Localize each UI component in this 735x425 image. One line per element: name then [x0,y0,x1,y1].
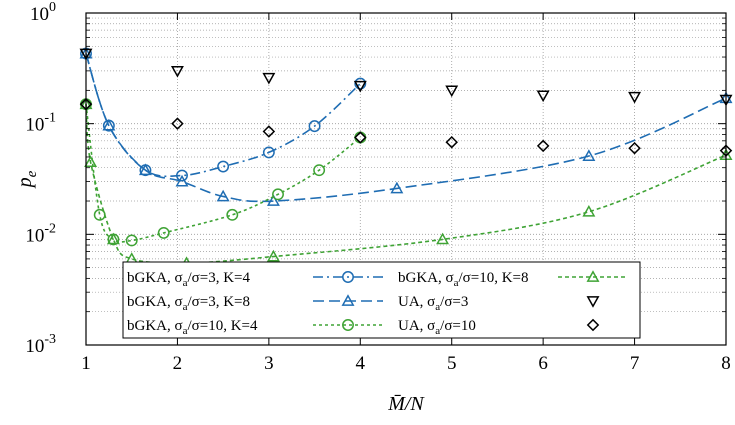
data-point [582,204,596,217]
legend-marker [586,296,600,308]
series-line-1 [85,53,361,178]
legend-box [122,261,641,339]
legend-label: bGKA, σa/σ=10, K=4 [127,318,258,337]
data-point [313,164,326,177]
x-tick-label: 2 [173,353,183,374]
legend-marker [586,318,600,332]
data-point [176,169,188,182]
y-tick-label: 10-3 [25,332,56,357]
data-point [106,232,120,245]
x-tick-label: 7 [630,353,640,374]
y-tick-label: 10-2 [25,221,56,246]
data-point [262,146,275,159]
data-point [272,188,284,201]
legend-marker [342,319,354,331]
data-point [138,163,152,176]
x-axis-title: M̄/N [387,393,425,415]
data-point [125,234,138,247]
series-line-2 [85,53,727,203]
y-tick-label: 100 [30,0,56,25]
data-point [445,85,459,98]
x-tick-label: 1 [81,353,91,374]
data-point [102,118,116,131]
data-point [582,149,596,161]
data-point [216,189,230,202]
data-point [217,160,230,173]
x-tick-label: 6 [538,353,548,374]
data-point [171,117,184,130]
x-tick-label: 5 [447,353,457,374]
data-point [226,208,239,221]
data-point [445,135,458,149]
series-5 [79,48,733,107]
data-point [266,249,280,262]
data-point [170,65,184,78]
legend: bGKA, σa/σ=3, K=4 bGKA, σa/σ=3, K=8 bGKA, … [122,261,641,339]
data-point [157,226,170,239]
data-point [308,120,321,133]
data-point [536,139,550,153]
legend-marker [342,271,354,283]
series-line-3 [85,104,361,243]
data-point [628,141,641,155]
data-point [84,155,98,167]
x-tick-label: 8 [721,353,731,374]
legend-marker [586,270,600,282]
legend-label: UA, σa/σ=10 [398,318,476,337]
data-point [536,90,550,103]
data-point [262,125,276,138]
data-point [354,77,367,90]
data-point [436,232,450,245]
data-point [354,131,367,144]
x-tick-label: 3 [264,353,274,374]
legend-label: bGKA, σa/σ=3, K=8 [127,294,250,313]
data-point [628,91,642,104]
series-1 [80,47,367,182]
series-2 [79,46,733,206]
data-point [266,194,280,206]
data-point [175,174,189,187]
x-tick-label: 4 [356,353,366,374]
legend-label: UA, σa/σ=3 [398,294,468,313]
series-layer [79,46,733,268]
legend-label: bGKA, σa/σ=3, K=4 [127,270,250,289]
plot-frame [85,12,727,346]
series-line-4 [85,104,727,264]
y-tick-label: 10-1 [25,111,56,136]
data-point [353,80,367,93]
series-6 [79,97,733,157]
data-point [262,72,276,85]
legend-marker [341,294,355,306]
data-point [390,181,404,194]
legend-label: bGKA, σa/σ=10, K=8 [398,270,529,289]
y-axis-title: pe [14,170,40,189]
